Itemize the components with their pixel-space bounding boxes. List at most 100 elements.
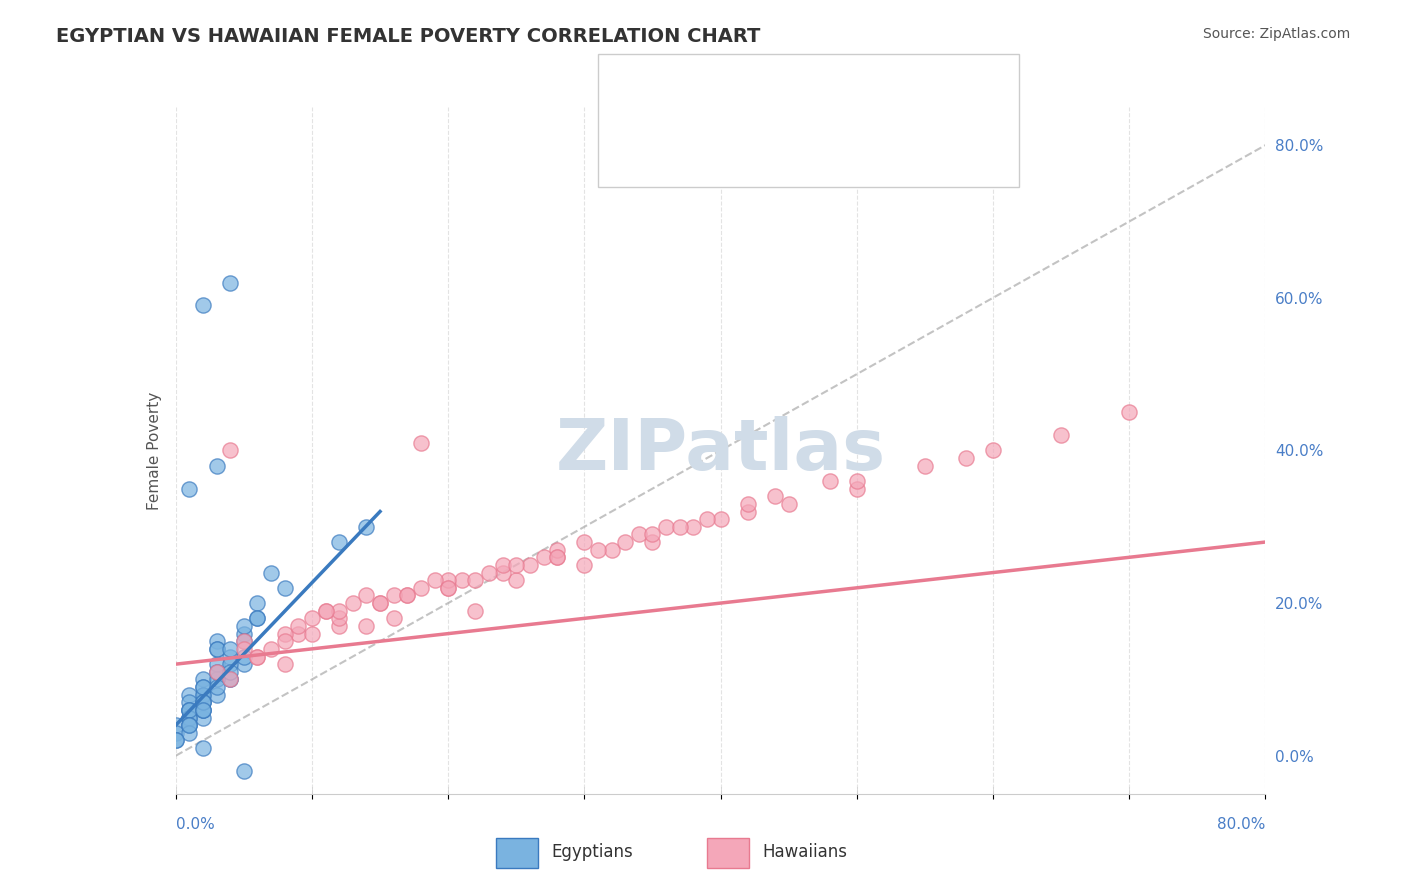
Point [356,589,378,603]
Point [546,542,568,557]
Point [232,619,254,633]
Point [274,634,297,648]
Point [574,535,596,549]
Point [409,581,432,595]
Point [696,512,718,526]
Point [179,482,201,496]
Point [382,611,405,625]
Point [205,665,228,679]
Point [191,680,214,694]
Point [450,573,472,587]
Point [328,535,350,549]
Point [464,604,486,618]
Point [191,680,214,694]
Point [627,527,650,541]
Point [232,634,254,648]
Text: 73: 73 [927,140,952,159]
Point [165,726,187,740]
Point [437,581,460,595]
Point [219,673,242,687]
Point [655,520,678,534]
Text: R =: R = [690,140,730,159]
Point [191,695,214,709]
Point [191,703,214,717]
Point [232,764,254,778]
Point [287,619,309,633]
Point [342,596,364,610]
Point [191,741,214,756]
Point [179,718,201,732]
Point [260,566,283,580]
Point [981,443,1004,458]
Point [179,688,201,702]
Point [246,611,269,625]
Point [533,550,555,565]
Point [205,688,228,702]
Point [191,695,214,709]
Point [396,589,419,603]
Point [205,458,228,473]
Point [246,649,269,664]
Point [423,573,446,587]
FancyBboxPatch shape [707,838,749,868]
Point [191,298,214,312]
Point [328,619,350,633]
Point [328,611,350,625]
Text: 0.311: 0.311 [761,88,818,106]
Point [382,589,405,603]
Point [179,726,201,740]
Point [260,641,283,656]
Point [546,550,568,565]
Point [368,596,391,610]
Point [519,558,541,572]
Point [205,657,228,672]
Point [368,596,391,610]
Point [301,626,323,640]
Point [274,626,297,640]
Point [246,611,269,625]
Point [586,542,609,557]
Text: 0.357: 0.357 [761,140,818,159]
Point [274,581,297,595]
Y-axis label: Female Poverty: Female Poverty [146,392,162,509]
Point [219,673,242,687]
Point [205,634,228,648]
Point [845,474,868,488]
Point [778,497,800,511]
Point [191,695,214,709]
Point [179,703,201,717]
Point [274,657,297,672]
Point [409,435,432,450]
Point [205,673,228,687]
Point [205,665,228,679]
Point [191,710,214,724]
Point [492,558,515,572]
Point [219,649,242,664]
Point [232,626,254,640]
Point [179,710,201,724]
Point [205,641,228,656]
Point [232,657,254,672]
Point [546,550,568,565]
Point [328,604,350,618]
Point [505,573,527,587]
Point [301,611,323,625]
Point [737,497,759,511]
FancyBboxPatch shape [496,838,538,868]
Point [191,688,214,702]
Point [219,673,242,687]
Point [179,718,201,732]
Point [219,657,242,672]
Point [464,573,486,587]
Point [818,474,841,488]
Point [492,566,515,580]
Text: Hawaiians: Hawaiians [762,843,846,861]
Point [845,482,868,496]
Text: ZIPatlas: ZIPatlas [555,416,886,485]
Point [614,535,637,549]
Text: N =: N = [856,140,896,159]
Point [287,626,309,640]
Text: 60: 60 [927,88,952,106]
FancyBboxPatch shape [620,131,675,168]
Text: Source: ZipAtlas.com: Source: ZipAtlas.com [1202,27,1350,41]
